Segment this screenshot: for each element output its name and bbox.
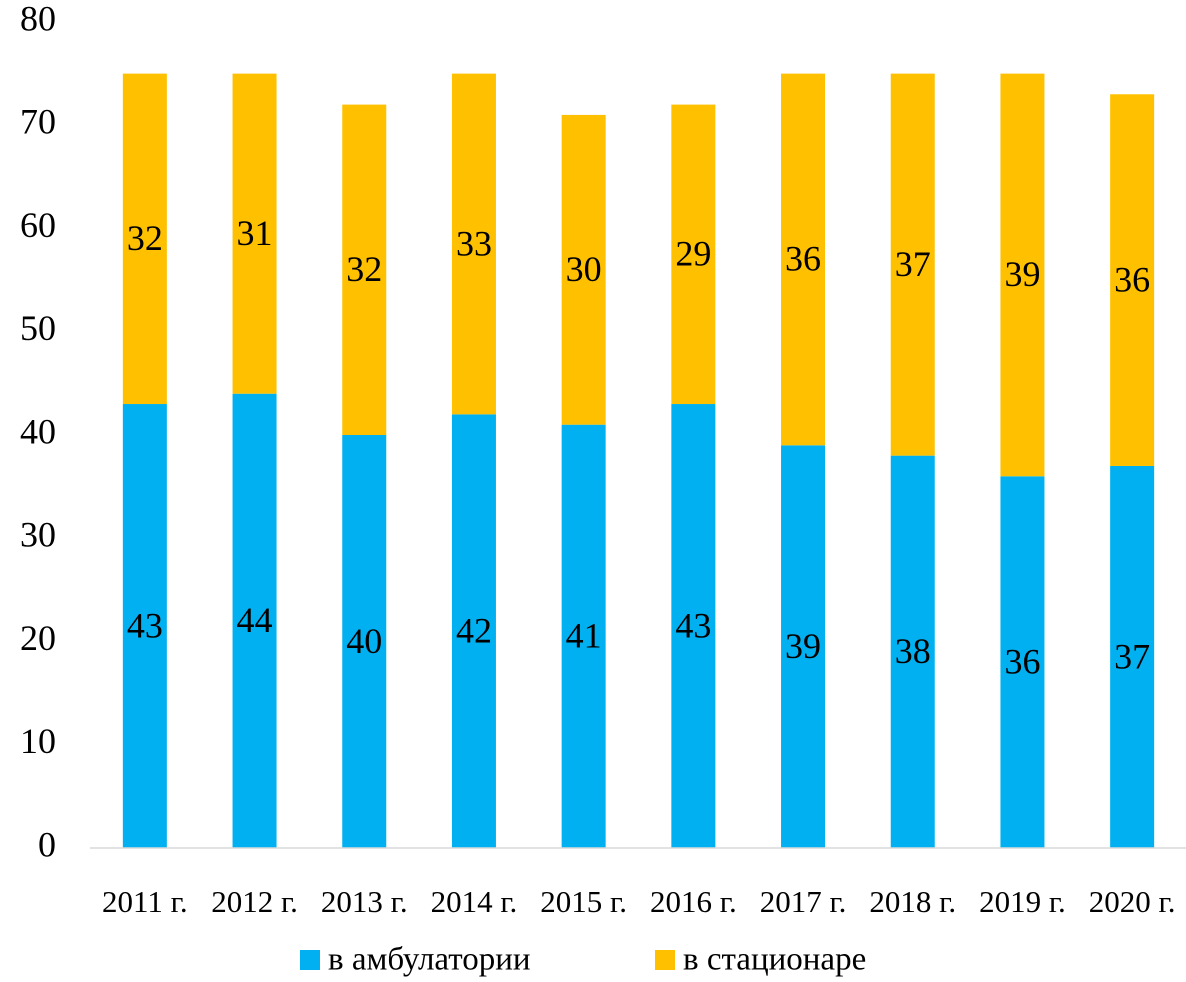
- bar-segment: [342, 435, 387, 848]
- data-label: 37: [895, 244, 931, 284]
- data-label: 36: [1114, 259, 1150, 299]
- bar-segment: [232, 73, 277, 394]
- bar-segment: [781, 73, 826, 446]
- bar-segment: [890, 73, 935, 456]
- data-label: 36: [1004, 641, 1040, 681]
- bar-segment: [1000, 73, 1045, 477]
- data-label: 29: [675, 234, 711, 274]
- data-label: 32: [346, 249, 382, 289]
- x-tick-label: 2011 г.: [102, 884, 188, 919]
- y-tick-label: 20: [20, 618, 56, 658]
- data-label: 37: [1114, 636, 1150, 676]
- bar-segment: [1000, 476, 1045, 848]
- y-tick-label: 30: [20, 515, 56, 555]
- x-tick-label: 2019 г.: [979, 884, 1066, 919]
- x-tick-label: 2020 г.: [1089, 884, 1176, 919]
- data-label: 39: [1004, 254, 1040, 294]
- legend-swatch: [655, 950, 675, 970]
- x-tick-label: 2013 г.: [321, 884, 408, 919]
- bar-segment: [561, 424, 606, 848]
- bar-segment: [451, 73, 496, 415]
- x-tick-label: 2016 г.: [650, 884, 737, 919]
- x-tick-label: 2012 г.: [211, 884, 298, 919]
- x-tick-label: 2018 г.: [869, 884, 956, 919]
- data-label: 33: [456, 223, 492, 263]
- data-label: 43: [127, 605, 163, 645]
- data-label: 30: [566, 249, 602, 289]
- data-label: 39: [785, 626, 821, 666]
- data-label: 31: [237, 213, 273, 253]
- data-label: 42: [456, 610, 492, 650]
- bar-segment: [890, 455, 935, 848]
- x-tick-label: 2014 г.: [431, 884, 518, 919]
- bar-segment: [1110, 465, 1155, 848]
- legend-label: в стационаре: [683, 942, 866, 978]
- data-label: 36: [785, 239, 821, 279]
- data-label: 44: [237, 600, 273, 640]
- legend-swatch: [300, 950, 320, 970]
- bar-segment: [122, 73, 167, 405]
- y-tick-label: 0: [38, 824, 56, 864]
- bar-segment: [671, 404, 716, 848]
- legend-label: в амбулатории: [328, 942, 531, 978]
- data-label: 32: [127, 218, 163, 258]
- bar-segment: [561, 114, 606, 425]
- data-label: 41: [566, 616, 602, 656]
- bar-segment: [232, 393, 277, 848]
- bar-segment: [1110, 94, 1155, 466]
- y-tick-label: 80: [20, 0, 56, 38]
- bar-segment: [781, 445, 826, 848]
- bar-segment: [451, 414, 496, 848]
- data-label: 38: [895, 631, 931, 671]
- bar-segment: [342, 104, 387, 435]
- y-tick-label: 60: [20, 205, 56, 245]
- x-tick-label: 2017 г.: [760, 884, 847, 919]
- data-label: 40: [346, 621, 382, 661]
- bar-segment: [671, 104, 716, 405]
- y-tick-label: 10: [20, 721, 56, 761]
- y-tick-label: 70: [20, 102, 56, 142]
- y-tick-label: 50: [20, 308, 56, 348]
- y-tick-label: 40: [20, 411, 56, 451]
- data-label: 43: [675, 605, 711, 645]
- bar-segment: [122, 404, 167, 848]
- x-tick-label: 2015 г.: [540, 884, 627, 919]
